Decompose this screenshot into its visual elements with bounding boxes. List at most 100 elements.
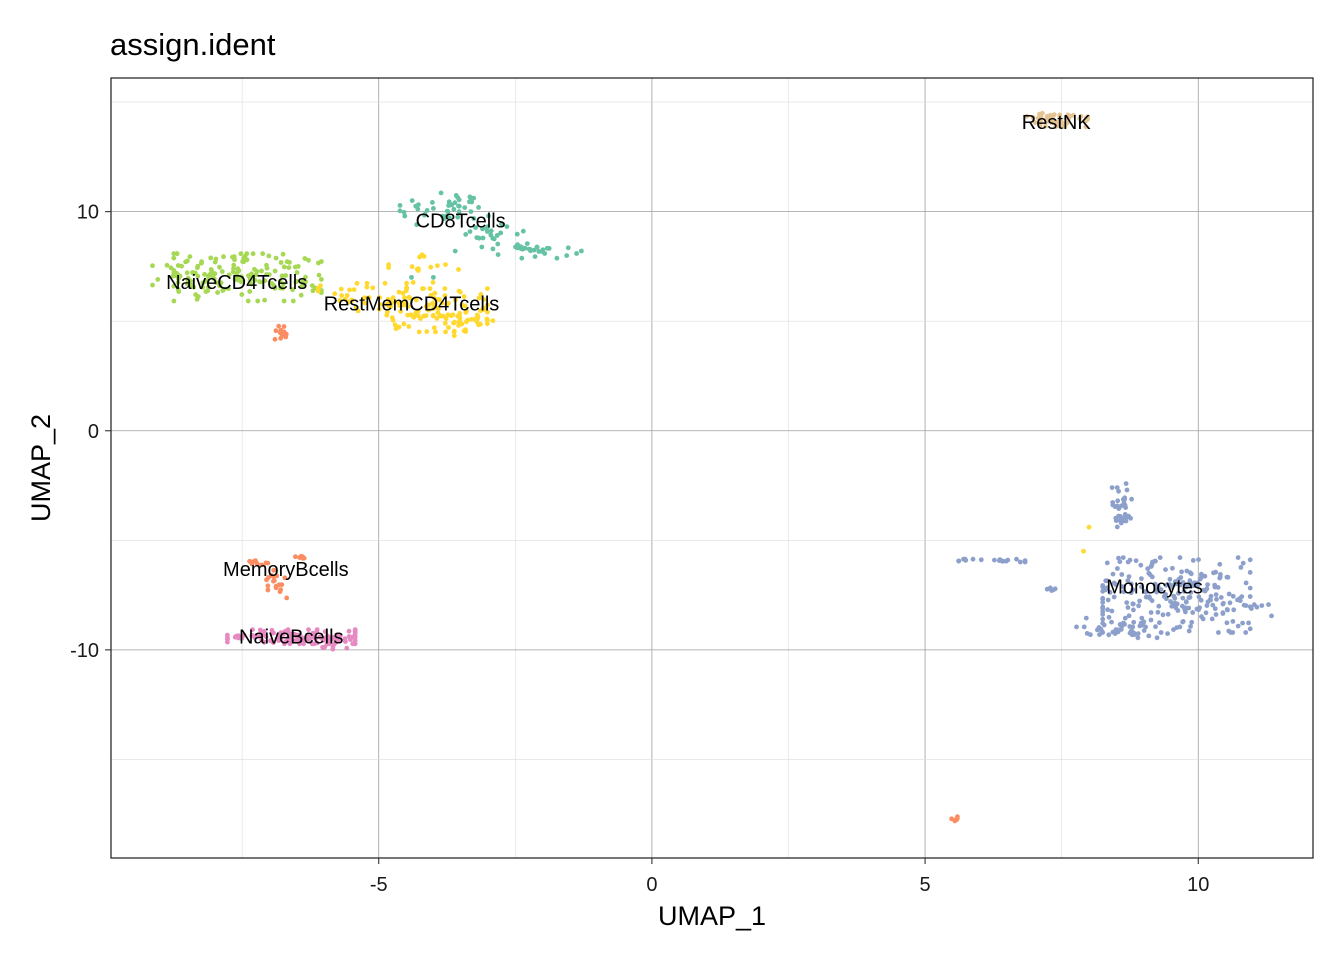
scatter-point xyxy=(407,295,413,301)
scatter-point xyxy=(1100,588,1106,594)
scatter-point xyxy=(366,295,372,300)
scatter-point xyxy=(536,249,542,254)
scatter-point xyxy=(467,194,473,200)
scatter-point xyxy=(247,558,253,564)
scatter-point xyxy=(520,228,526,234)
scatter-point xyxy=(471,195,477,201)
scatter-point xyxy=(1220,610,1226,616)
scatter-point xyxy=(1133,558,1139,564)
scatter-point xyxy=(257,633,263,638)
scatter-point xyxy=(278,330,284,336)
scatter-point xyxy=(423,303,429,309)
scatter-point xyxy=(249,633,255,639)
scatter-point xyxy=(199,259,205,265)
cluster-label: NaiveCD4Tcells xyxy=(166,272,307,294)
scatter-point xyxy=(485,321,490,327)
y-axis-ticks: -10 0 10 xyxy=(70,202,111,662)
scatter-point xyxy=(1106,632,1112,638)
scatter-point xyxy=(423,313,429,318)
scatter-point xyxy=(1154,589,1159,595)
scatter-point xyxy=(268,638,273,644)
scatter-point xyxy=(961,556,966,562)
scatter-point xyxy=(1247,585,1253,591)
scatter-point xyxy=(1181,588,1187,594)
scatter-point xyxy=(1017,559,1023,565)
scatter-point xyxy=(245,298,251,304)
scatter-point xyxy=(1129,496,1134,502)
scatter-point xyxy=(1179,569,1184,575)
scatter-point xyxy=(1226,628,1232,634)
scatter-point xyxy=(1212,582,1218,588)
scatter-point xyxy=(1217,574,1223,580)
scatter-point xyxy=(1230,630,1236,635)
scatter-point xyxy=(1189,619,1195,625)
scatter-point xyxy=(272,336,278,342)
scatter-point xyxy=(342,636,348,641)
scatter-point xyxy=(301,641,306,647)
scatter-point xyxy=(283,639,288,645)
y-tick-label: 0 xyxy=(88,421,99,443)
scatter-point xyxy=(337,298,343,303)
scatter-point xyxy=(338,286,344,292)
scatter-point xyxy=(451,206,457,212)
scatter-point xyxy=(1174,625,1180,630)
cluster-labels: CD8Tcells NaiveCD4Tcells RestMemCD4Tcells R… xyxy=(166,112,1203,649)
scatter-point xyxy=(1235,597,1240,603)
scatter-point xyxy=(1247,570,1253,575)
scatter-point xyxy=(1036,119,1042,125)
scatter-point xyxy=(352,628,358,634)
scatter-point xyxy=(1085,116,1091,122)
scatter-point xyxy=(1104,560,1110,566)
scatter-point xyxy=(403,288,409,294)
scatter-point xyxy=(221,254,226,260)
scatter-point xyxy=(455,313,461,319)
scatter-point-outlier xyxy=(409,274,414,280)
scatter-point xyxy=(320,644,325,650)
scatter-point xyxy=(1032,120,1038,125)
scatter-point xyxy=(1170,565,1175,571)
scatter-point xyxy=(362,295,367,301)
scatter-point xyxy=(262,639,267,645)
scatter-point xyxy=(415,308,421,314)
scatter-point xyxy=(273,328,279,334)
scatter-point xyxy=(1101,622,1107,628)
scatter-point xyxy=(1071,112,1076,118)
scatter-point xyxy=(1024,113,1030,119)
scatter-point xyxy=(351,287,357,292)
scatter-point xyxy=(337,635,342,641)
scatter-point xyxy=(205,284,211,290)
scatter-point xyxy=(1100,616,1106,622)
scatter-point xyxy=(207,271,213,277)
scatter-point xyxy=(190,270,196,276)
scatter-point xyxy=(1053,124,1059,129)
scatter-point xyxy=(1186,628,1192,634)
scatter-point xyxy=(1145,566,1151,572)
scatter-point xyxy=(1104,585,1110,591)
scatter-point xyxy=(1214,596,1219,602)
scatter-point xyxy=(956,558,961,564)
scatter-point xyxy=(219,269,225,274)
scatter-point xyxy=(283,331,289,337)
scatter-point xyxy=(284,595,290,601)
scatter-point xyxy=(205,288,211,294)
scatter-point xyxy=(279,273,285,279)
scatter-point xyxy=(344,293,350,298)
scatter-point xyxy=(1083,615,1089,621)
scatter-point xyxy=(1211,570,1216,576)
scatter-point xyxy=(446,300,451,306)
scatter-point xyxy=(314,629,320,635)
scatter-point xyxy=(473,225,478,230)
scatter-point xyxy=(231,266,236,271)
scatter-point xyxy=(1230,619,1236,624)
y-tick-label: 10 xyxy=(77,202,99,224)
scatter-point xyxy=(355,308,361,314)
scatter-point xyxy=(1188,590,1194,595)
scatter-point xyxy=(200,284,206,290)
scatter-point xyxy=(195,263,201,269)
scatter-point xyxy=(1123,518,1129,524)
scatter-point xyxy=(280,251,286,257)
scatter-point xyxy=(215,290,221,295)
scatter-point xyxy=(1247,557,1253,563)
x-tick-label: 0 xyxy=(646,874,657,896)
scatter-point xyxy=(534,244,540,250)
